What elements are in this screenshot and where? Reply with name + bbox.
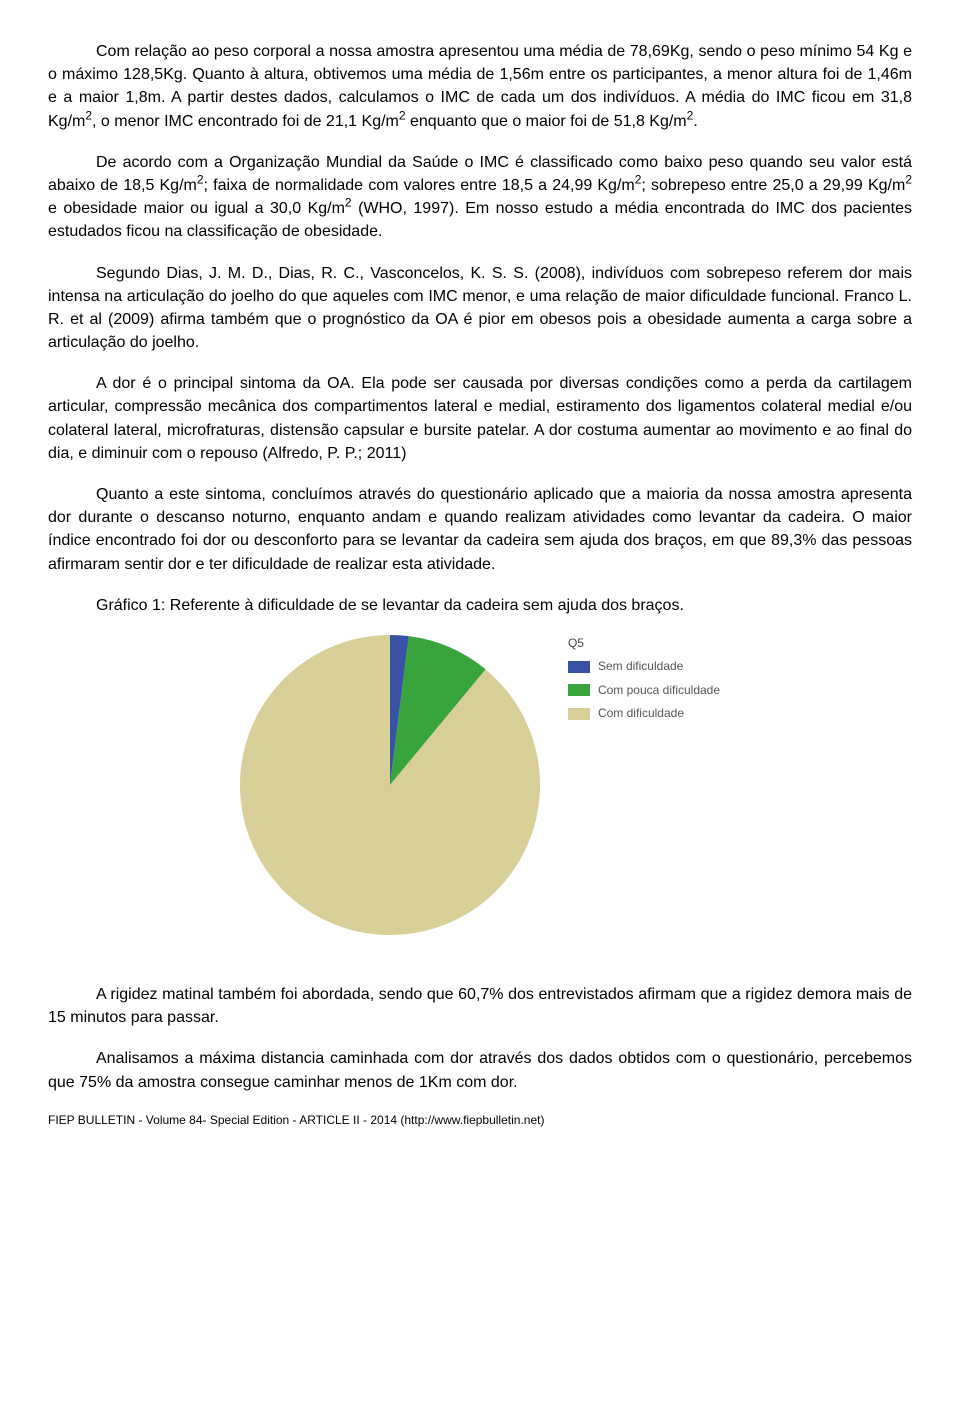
sup: 2	[905, 173, 912, 187]
legend-label: Com dificuldade	[598, 705, 684, 722]
sup: 2	[345, 196, 352, 210]
legend-swatch	[568, 661, 590, 673]
sup: 2	[197, 173, 204, 187]
legend-label: Com pouca dificuldade	[598, 682, 720, 699]
pie-chart-svg	[240, 635, 540, 935]
p2-text-c: ; sobrepeso entre 25,0 a 29,99 Kg/m	[641, 177, 905, 194]
pie-chart	[240, 635, 540, 935]
paragraph-3: Segundo Dias, J. M. D., Dias, R. C., Vas…	[48, 262, 912, 355]
legend-row: Sem dificuldade	[568, 658, 720, 675]
paragraph-4: A dor é o principal sintoma da OA. Ela p…	[48, 372, 912, 465]
page-footer: FIEP BULLETIN - Volume 84- Special Editi…	[48, 1112, 912, 1129]
paragraph-1: Com relação ao peso corporal a nossa amo…	[48, 40, 912, 133]
legend-label: Sem dificuldade	[598, 658, 683, 675]
paragraph-7: A rigidez matinal também foi abordada, s…	[48, 983, 912, 1029]
pie-chart-container: Q5 Sem dificuldade Com pouca dificuldade C…	[48, 635, 912, 935]
chart-caption: Gráfico 1: Referente à dificuldade de se…	[48, 594, 912, 617]
p1-text-c: enquanto que o maior foi de 51,8 Kg/m	[406, 113, 687, 130]
p1-text-b: , o menor IMC encontrado foi de 21,1 Kg/…	[92, 113, 399, 130]
p2-text-b: ; faixa de normalidade com valores entre…	[204, 177, 635, 194]
paragraph-2: De acordo com a Organização Mundial da S…	[48, 151, 912, 244]
p2-text-d: e obesidade maior ou igual a 30,0 Kg/m	[48, 200, 345, 217]
paragraph-8: Analisamos a máxima distancia caminhada …	[48, 1047, 912, 1093]
sup: 2	[399, 108, 406, 122]
paragraph-5: Quanto a este sintoma, concluímos atravé…	[48, 483, 912, 576]
legend-swatch	[568, 708, 590, 720]
legend-row: Com pouca dificuldade	[568, 682, 720, 699]
legend-swatch	[568, 684, 590, 696]
chart-legend: Q5 Sem dificuldade Com pouca dificuldade C…	[568, 635, 720, 729]
p1-text-d: .	[693, 113, 697, 130]
legend-title: Q5	[568, 635, 720, 652]
legend-row: Com dificuldade	[568, 705, 720, 722]
pie-slice	[240, 635, 540, 935]
